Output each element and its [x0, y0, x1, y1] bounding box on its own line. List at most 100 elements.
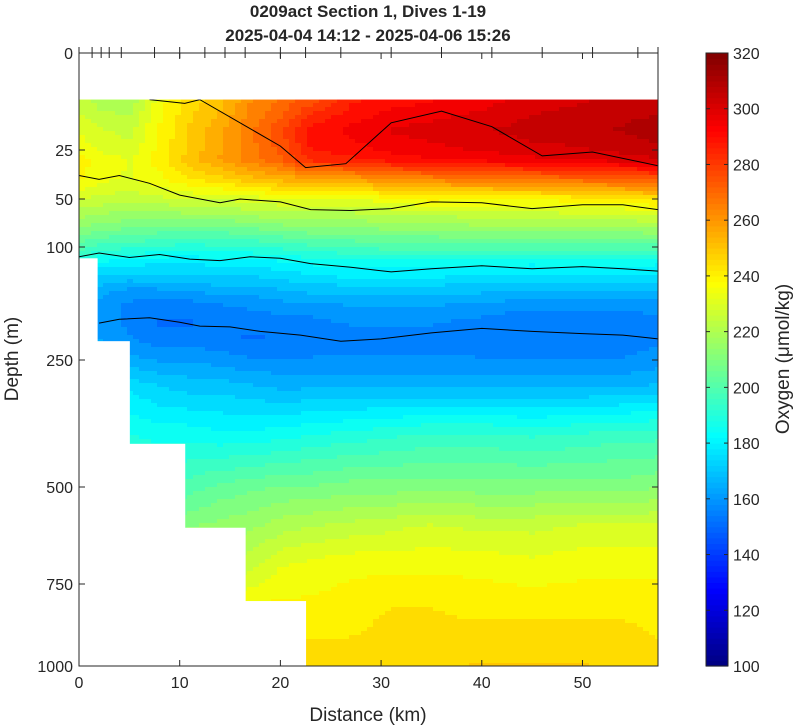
- field-cell: [577, 207, 584, 212]
- field-cell: [247, 275, 254, 280]
- field-cell: [607, 287, 614, 292]
- field-cell: [361, 131, 368, 136]
- field-cell: [181, 303, 188, 308]
- field-cell: [301, 227, 308, 232]
- field-cell: [313, 247, 320, 252]
- field-cell: [655, 231, 658, 236]
- field-cell: [535, 291, 542, 296]
- field-cell: [613, 247, 620, 252]
- field-cell: [625, 199, 632, 204]
- field-cell: [613, 175, 620, 180]
- field-cell: [457, 207, 464, 212]
- field-cell: [367, 195, 374, 200]
- field-cell: [595, 255, 602, 260]
- field-cell: [331, 239, 338, 244]
- field-cell: [493, 263, 500, 268]
- field-cell: [379, 167, 386, 172]
- field-cell: [595, 111, 602, 116]
- field-cell: [295, 147, 302, 152]
- field-cell: [517, 275, 524, 280]
- field-cell: [193, 215, 200, 220]
- field-cell: [421, 207, 428, 212]
- field-cell: [409, 135, 416, 140]
- field-cell: [307, 191, 314, 196]
- field-cell: [415, 271, 422, 276]
- field-cell: [595, 231, 602, 236]
- field-cell: [79, 219, 86, 224]
- field-cell: [235, 291, 242, 296]
- field-cell: [379, 171, 386, 176]
- field-cell: [325, 231, 332, 236]
- field-cell: [181, 155, 188, 160]
- field-cell: [277, 199, 284, 204]
- field-cell: [553, 111, 560, 116]
- field-cell: [271, 111, 278, 116]
- field-cell: [145, 271, 152, 276]
- field-cell: [553, 267, 560, 272]
- field-cell: [403, 123, 410, 128]
- field-cell: [313, 283, 320, 288]
- field-cell: [421, 179, 428, 184]
- field-cell: [403, 171, 410, 176]
- field-cell: [325, 147, 332, 152]
- field-cell: [541, 135, 548, 140]
- field-cell: [613, 135, 620, 140]
- field-cell: [415, 215, 422, 220]
- field-cell: [145, 259, 152, 264]
- field-cell: [109, 115, 116, 120]
- field-cell: [511, 203, 518, 208]
- field-cell: [553, 255, 560, 260]
- field-cell: [511, 123, 518, 128]
- field-cell: [343, 127, 350, 132]
- field-cell: [193, 255, 200, 260]
- field-cell: [649, 103, 656, 108]
- field-cell: [607, 267, 614, 272]
- field-cell: [439, 203, 446, 208]
- field-cell: [127, 279, 134, 284]
- field-cell: [541, 147, 548, 152]
- field-cell: [565, 175, 572, 180]
- field-cell: [547, 299, 554, 304]
- field-cell: [319, 167, 326, 172]
- field-cell: [529, 155, 536, 160]
- field-cell: [415, 239, 422, 244]
- field-cell: [115, 243, 122, 248]
- field-cell: [151, 171, 158, 176]
- field-cell: [385, 267, 392, 272]
- field-cell: [229, 183, 236, 188]
- field-cell: [481, 263, 488, 268]
- field-cell: [115, 279, 122, 284]
- field-cell: [451, 183, 458, 188]
- field-cell: [649, 159, 656, 164]
- field-cell: [355, 219, 362, 224]
- field-cell: [445, 195, 452, 200]
- field-cell: [199, 199, 206, 204]
- field-cell: [79, 223, 86, 228]
- field-cell: [79, 135, 86, 140]
- field-cell: [421, 195, 428, 200]
- field-cell: [469, 175, 476, 180]
- field-cell: [349, 223, 356, 228]
- field-cell: [91, 111, 98, 116]
- field-cell: [313, 259, 320, 264]
- field-cell: [211, 279, 218, 284]
- field-cell: [595, 267, 602, 272]
- field-cell: [175, 263, 182, 268]
- field-cell: [595, 115, 602, 120]
- field-cell: [151, 99, 158, 104]
- field-cell: [121, 147, 128, 152]
- field-cell: [109, 283, 116, 288]
- field-cell: [103, 291, 110, 296]
- field-cell: [271, 263, 278, 268]
- field-cell: [595, 223, 602, 228]
- field-cell: [235, 295, 242, 300]
- field-cell: [139, 275, 146, 280]
- field-cell: [361, 135, 368, 140]
- field-cell: [625, 131, 632, 136]
- field-cell: [499, 179, 506, 184]
- field-cell: [523, 159, 530, 164]
- field-cell: [451, 147, 458, 152]
- field-cell: [211, 175, 218, 180]
- field-cell: [235, 223, 242, 228]
- field-cell: [205, 175, 212, 180]
